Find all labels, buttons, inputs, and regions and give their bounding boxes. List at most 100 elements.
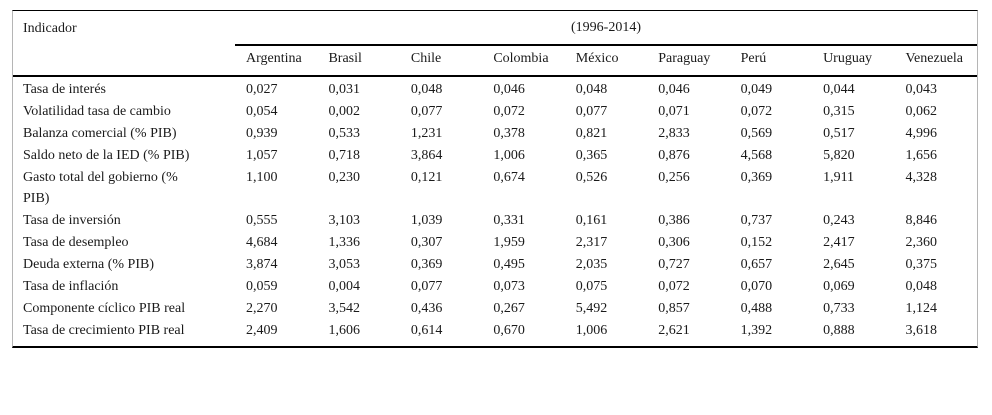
value-cell: 0,256 (658, 170, 690, 185)
value-cell: 0,072 (658, 279, 690, 294)
value-cell: 0,331 (493, 213, 525, 228)
column-header-mexico: México (564, 45, 648, 77)
period-group-header: (1996-2014) (235, 11, 977, 46)
value-cell: 0,737 (740, 213, 773, 228)
value-cell: 4,568 (740, 148, 773, 163)
table-row: Tasa de crecimiento PIB real 2,409 1,606 0,… (13, 320, 977, 346)
value-cell: 0,369 (740, 170, 773, 185)
value-cell: 0,027 (246, 82, 278, 97)
value-cell: 0,888 (823, 323, 855, 338)
value-cell: 1,959 (493, 235, 525, 250)
value-cell: 2,317 (575, 235, 608, 250)
value-cell: 0,857 (658, 301, 690, 316)
value-cell: 4,996 (905, 126, 938, 141)
table-body: Tasa de interés 0,027 0,031 0,048 0,046 0,048… (13, 76, 977, 346)
indicator-cell: Tasa de inflación (23, 279, 119, 294)
value-cell: 0,670 (493, 323, 525, 338)
indicator-cell: Tasa de inversión (23, 213, 121, 228)
value-cell: 2,270 (246, 301, 278, 316)
value-cell: 0,555 (246, 213, 278, 228)
value-cell: 2,833 (658, 126, 690, 141)
value-cell: 0,733 (823, 301, 855, 316)
value-cell: 0,526 (575, 170, 608, 185)
value-cell: 0,059 (246, 279, 278, 294)
value-cell: 4,684 (246, 235, 278, 250)
value-cell: 0,054 (246, 104, 278, 119)
value-cell: 0,939 (246, 126, 278, 141)
indicator-cell: Gasto total del gobierno (% PIB) (23, 170, 178, 206)
value-cell: 0,004 (328, 279, 360, 294)
table-row: Saldo neto de la IED (% PIB) 1,057 0,718 3,… (13, 145, 977, 167)
value-cell: 0,386 (658, 213, 690, 228)
value-cell: 0,072 (740, 104, 773, 119)
value-cell: 0,243 (823, 213, 855, 228)
value-cell: 0,048 (575, 82, 608, 97)
indicator-cell: Deuda externa (% PIB) (23, 257, 155, 272)
column-header-argentina: Argentina (235, 45, 318, 77)
value-cell: 0,488 (740, 301, 773, 316)
indicator-cell: Tasa de crecimiento PIB real (23, 323, 185, 338)
value-cell: 0,727 (658, 257, 690, 272)
value-cell: 0,121 (410, 170, 443, 185)
value-cell: 1,606 (328, 323, 360, 338)
value-cell: 3,542 (328, 301, 360, 316)
value-cell: 1,057 (246, 148, 278, 163)
value-cell: 0,031 (328, 82, 360, 97)
value-cell: 0,161 (575, 213, 608, 228)
value-cell: 0,073 (493, 279, 525, 294)
indicator-cell: Componente cíclico PIB real (23, 301, 186, 316)
indicator-cell: Tasa de desempleo (23, 235, 129, 250)
column-header-uruguay: Uruguay (812, 45, 895, 77)
column-header-venezuela: Venezuela (894, 45, 977, 77)
column-header-chile: Chile (399, 45, 483, 77)
value-cell: 0,533 (328, 126, 360, 141)
value-cell: 3,103 (328, 213, 360, 228)
value-cell: 0,369 (410, 257, 443, 272)
indicators-table: Indicador (1996-2014) Argentina Brasil Chi… (13, 11, 977, 346)
value-cell: 0,077 (410, 279, 443, 294)
value-cell: 2,621 (658, 323, 690, 338)
value-cell: 0,375 (905, 257, 938, 272)
value-cell: 0,569 (740, 126, 773, 141)
value-cell: 0,315 (823, 104, 855, 119)
value-cell: 3,864 (410, 148, 443, 163)
value-cell: 2,360 (905, 235, 938, 250)
value-cell: 1,124 (905, 301, 938, 316)
table-row: Tasa de inflación 0,059 0,004 0,077 0,073 0,0… (13, 276, 977, 298)
value-cell: 0,002 (328, 104, 360, 119)
table-row: Tasa de desempleo 4,684 1,336 0,307 1,959 2,3… (13, 232, 977, 254)
value-cell: 0,044 (823, 82, 855, 97)
value-cell: 1,231 (410, 126, 443, 141)
value-cell: 0,495 (493, 257, 525, 272)
value-cell: 2,645 (823, 257, 855, 272)
country-header-row: Argentina Brasil Chile Colombia México Paragu… (13, 45, 977, 77)
indicator-cell: Tasa de interés (23, 82, 106, 97)
column-header-paraguay: Paraguay (647, 45, 730, 77)
group-header-row: Indicador (1996-2014) (13, 11, 977, 77)
value-cell: 0,517 (823, 126, 855, 141)
value-cell: 0,077 (575, 104, 608, 119)
table-row: Componente cíclico PIB real 2,270 3,542 0,4… (13, 298, 977, 320)
value-cell: 3,053 (328, 257, 360, 272)
value-cell: 4,328 (905, 170, 938, 185)
value-cell: 1,392 (740, 323, 773, 338)
value-cell: 1,006 (575, 323, 608, 338)
value-cell: 2,417 (823, 235, 855, 250)
column-header-colombia: Colombia (482, 45, 565, 77)
column-header-brasil: Brasil (317, 45, 400, 77)
value-cell: 1,100 (246, 170, 278, 185)
value-cell: 0,230 (328, 170, 360, 185)
table-row: Balanza comercial (% PIB) 0,939 0,533 1,231… (13, 123, 977, 145)
indicator-column-header: Indicador (13, 11, 235, 77)
value-cell: 0,436 (410, 301, 443, 316)
value-cell: 0,267 (493, 301, 525, 316)
value-cell: 0,307 (410, 235, 443, 250)
table-row: Tasa de interés 0,027 0,031 0,048 0,046 0,048… (13, 76, 977, 101)
value-cell: 0,043 (905, 82, 938, 97)
value-cell: 0,048 (905, 279, 938, 294)
indicator-cell: Balanza comercial (% PIB) (23, 126, 177, 141)
value-cell: 0,077 (410, 104, 443, 119)
value-cell: 0,657 (740, 257, 773, 272)
value-cell: 0,075 (575, 279, 608, 294)
value-cell: 1,006 (493, 148, 525, 163)
